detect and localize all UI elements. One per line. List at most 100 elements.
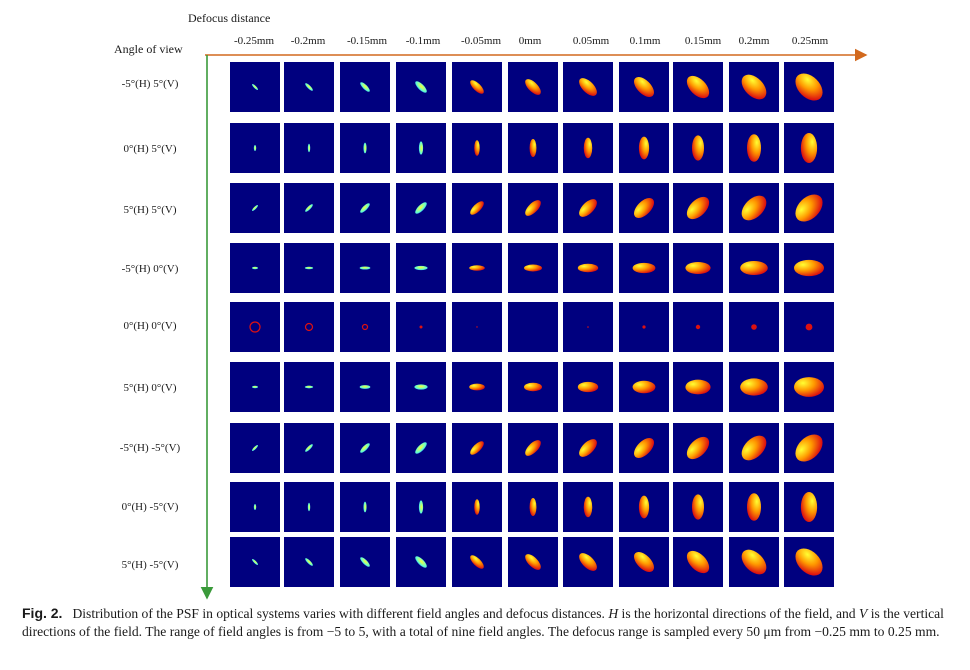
psf-spot xyxy=(414,384,428,390)
psf-tile xyxy=(784,302,834,352)
psf-spot xyxy=(307,143,311,153)
psf-tile xyxy=(729,362,779,412)
psf-tile xyxy=(230,243,280,293)
psf-tile xyxy=(619,62,669,112)
psf-tile xyxy=(673,423,723,473)
psf-spot xyxy=(525,200,541,216)
psf-tile xyxy=(508,302,558,352)
psf-tile xyxy=(784,243,834,293)
psf-tile xyxy=(563,243,613,293)
psf-spot xyxy=(746,493,762,521)
psf-tile xyxy=(230,362,280,412)
psf-tile xyxy=(284,423,334,473)
psf-tile xyxy=(784,183,834,233)
psf-spot xyxy=(419,325,423,329)
psf-spot xyxy=(525,440,541,456)
psf-tile xyxy=(230,482,280,532)
psf-tile xyxy=(230,423,280,473)
psf-spot xyxy=(415,202,427,214)
column-label: -0.05mm xyxy=(460,35,502,47)
x-axis-title: Defocus distance xyxy=(188,11,271,25)
psf-spot xyxy=(304,266,314,270)
psf-spot xyxy=(632,380,656,394)
psf-tile xyxy=(284,362,334,412)
psf-spot xyxy=(587,326,589,328)
psf-spot xyxy=(634,198,654,218)
psf-spot xyxy=(529,139,537,157)
column-label: -0.25mm xyxy=(233,35,275,47)
psf-tile xyxy=(619,243,669,293)
psf-spot xyxy=(751,324,757,330)
caption-label: Fig. 2. xyxy=(22,605,63,621)
psf-tile xyxy=(729,123,779,173)
psf-spot xyxy=(524,382,542,392)
psf-spot xyxy=(795,73,823,101)
psf-spot xyxy=(577,263,599,273)
caption-text: Distribution of the PSF in optical syste… xyxy=(72,606,605,621)
psf-spot xyxy=(418,500,424,514)
psf-spot xyxy=(800,133,818,163)
psf-spot xyxy=(470,201,484,215)
psf-spot xyxy=(415,81,427,93)
psf-spot xyxy=(305,444,313,452)
psf-tile xyxy=(784,62,834,112)
row-label: 0°(H) 5°(V) xyxy=(123,143,177,155)
psf-spot xyxy=(740,378,768,396)
psf-spot xyxy=(525,79,541,95)
psf-spot xyxy=(470,441,484,455)
psf-tile xyxy=(673,62,723,112)
psf-tile xyxy=(619,537,669,587)
psf-tile xyxy=(396,62,446,112)
psf-tile xyxy=(563,302,613,352)
psf-tile xyxy=(563,423,613,473)
psf-tile xyxy=(284,62,334,112)
psf-spot xyxy=(583,137,593,159)
psf-tile xyxy=(563,123,613,173)
psf-tile xyxy=(396,423,446,473)
psf-tile xyxy=(619,123,669,173)
psf-tile xyxy=(729,482,779,532)
psf-tile xyxy=(284,243,334,293)
psf-spot xyxy=(579,199,597,217)
psf-tile xyxy=(729,423,779,473)
psf-tile xyxy=(452,62,502,112)
row-label: -5°(H) 5°(V) xyxy=(121,78,179,90)
psf-tile xyxy=(340,362,390,412)
psf-spot xyxy=(794,377,824,397)
psf-spot xyxy=(470,80,484,94)
psf-spot xyxy=(741,549,767,575)
caption-text: is the vertical directions of the field.… xyxy=(22,606,944,639)
psf-spot xyxy=(642,325,646,329)
psf-tile xyxy=(784,537,834,587)
psf-tile xyxy=(784,423,834,473)
psf-spot xyxy=(476,326,478,328)
psf-tile xyxy=(452,537,502,587)
psf-spot xyxy=(360,443,370,453)
row-label: -5°(H) 0°(V) xyxy=(121,263,179,275)
psf-tile xyxy=(563,183,613,233)
column-label: 0.2mm xyxy=(738,35,770,47)
psf-spot xyxy=(469,383,485,391)
psf-spot xyxy=(638,136,650,160)
psf-spot xyxy=(795,434,823,462)
psf-tile xyxy=(673,302,723,352)
psf-spot xyxy=(524,264,542,272)
psf-spot xyxy=(691,135,705,161)
psf-tile xyxy=(563,362,613,412)
psf-spot xyxy=(577,381,599,393)
psf-tile xyxy=(340,423,390,473)
psf-spot xyxy=(579,553,597,571)
psf-tile xyxy=(619,423,669,473)
caption-symbol-h: H xyxy=(608,606,619,621)
psf-tile xyxy=(452,183,502,233)
psf-spot xyxy=(579,78,597,96)
row-label: 5°(H) -5°(V) xyxy=(121,559,179,571)
psf-spot xyxy=(305,204,313,212)
psf-tile xyxy=(729,62,779,112)
column-label: 0.25mm xyxy=(791,35,829,47)
psf-tile xyxy=(230,62,280,112)
psf-tile xyxy=(396,123,446,173)
psf-spot xyxy=(740,260,768,276)
psf-tile xyxy=(508,62,558,112)
psf-spot xyxy=(579,439,597,457)
